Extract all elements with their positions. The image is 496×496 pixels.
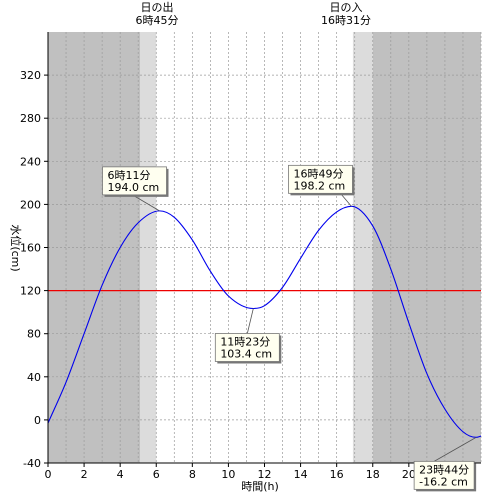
x-axis-title: 時間(h): [241, 480, 279, 493]
axes: [44, 32, 481, 467]
y-tick-label: 320: [20, 69, 41, 82]
annotation-pointer: [433, 437, 477, 462]
annotation-box: [288, 164, 353, 194]
annotation-value: 194.0 cm: [107, 181, 159, 194]
x-tick-label: 14: [294, 468, 308, 481]
y-tick-label: 80: [27, 328, 41, 341]
sunrise-time: 6時45分: [136, 14, 179, 27]
annotation-time: 16時49分: [293, 167, 343, 180]
annotation-callout: 23時44分-16.2 cm: [413, 437, 477, 492]
y-tick-label: 280: [20, 112, 41, 125]
tide-line: [47, 205, 482, 438]
y-axis-title: 水位(cm): [9, 224, 23, 271]
annotation-value: 103.4 cm: [220, 347, 272, 360]
twilight-band: [352, 32, 373, 463]
y-tick-label: 40: [27, 371, 41, 384]
annotation-time: 6時11分: [107, 169, 150, 182]
x-tick-label: 16: [330, 468, 344, 481]
tick-labels: -40 0 40 80 120 160 200 240 280 320 0 2 4 6 8 10 12 14 16 1…: [20, 69, 416, 481]
sunset-label: 日の入: [330, 1, 363, 14]
annotation-pointer: [340, 193, 352, 207]
annotation-box: [214, 333, 280, 362]
annotation-time: 11時23分: [220, 335, 270, 348]
annotation-value: 198.2 cm: [293, 179, 345, 192]
annotation-box: [413, 460, 475, 490]
sun-labels: 日の出 6時45分 日の入 16時31分: [136, 0, 372, 27]
night-band: [372, 32, 481, 463]
x-tick-label: 0: [45, 468, 52, 481]
x-tick-label: 8: [189, 468, 196, 481]
y-tick-label: 0: [34, 414, 41, 427]
x-tick-label: 4: [117, 468, 124, 481]
annotation-value: -16.2 cm: [419, 475, 468, 488]
annotation-pointer: [246, 308, 254, 334]
sunrise-label: 日の出: [141, 0, 174, 14]
x-tick-label: 6: [153, 468, 160, 481]
y-tick-label: 120: [20, 285, 41, 298]
annotation-box: [102, 166, 167, 196]
y-tick-label: -40: [23, 457, 41, 470]
annotation-pointer: [132, 194, 160, 212]
series-line-group: [47, 205, 482, 438]
y-tick-label: 160: [20, 242, 41, 255]
x-tick-label: 2: [81, 468, 88, 481]
x-tick-label: 18: [366, 468, 380, 481]
x-tick-label: 20: [402, 468, 416, 481]
x-tick-label: 10: [221, 468, 235, 481]
y-tick-label: 240: [20, 155, 41, 168]
x-tick-label: 12: [258, 468, 272, 481]
sunset-time: 16時31分: [321, 14, 371, 27]
y-tick-label: 200: [20, 198, 41, 211]
annotation-time: 23時44分: [419, 463, 469, 476]
